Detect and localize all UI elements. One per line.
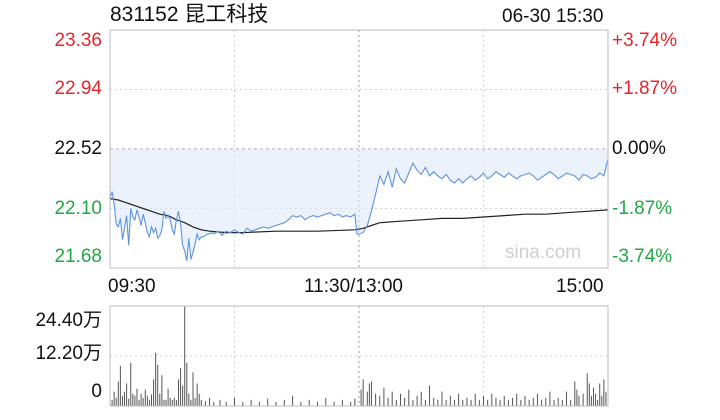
y-tick-left-0: 23.36 xyxy=(54,30,102,51)
watermark: sina.com xyxy=(505,242,582,263)
y-tick-right-3: -1.87% xyxy=(612,198,673,219)
stock-code-name: 831152 昆工科技 xyxy=(110,3,269,26)
y-tick-left-3: 22.10 xyxy=(54,198,102,219)
x-tick-midday: 11:30/13:00 xyxy=(304,276,403,297)
y-tick-left-2: 22.52 xyxy=(54,138,102,159)
y-tick-right-1: +1.87% xyxy=(612,78,677,99)
y-tick-left-1: 22.94 xyxy=(54,78,102,99)
price-frame xyxy=(109,29,609,269)
x-tick-open: 09:30 xyxy=(108,276,156,297)
volume-tick-mid: 12.20万 xyxy=(35,343,102,364)
volume-frame xyxy=(109,305,609,407)
y-tick-right-2: 0.00% xyxy=(612,138,666,159)
datetime-label: 06-30 15:30 xyxy=(502,6,604,27)
chart-frame xyxy=(109,29,609,407)
average-price-line xyxy=(109,198,609,234)
volume-tick-max: 24.40万 xyxy=(35,310,102,331)
volume-tick-zero: 0 xyxy=(91,381,102,402)
y-tick-right-4: -3.74% xyxy=(612,246,673,267)
price-area-fill xyxy=(110,149,608,261)
price-line xyxy=(109,158,609,262)
y-tick-right-0: +3.74% xyxy=(612,30,677,51)
y-tick-left-4: 21.68 xyxy=(54,246,102,267)
x-tick-close: 15:00 xyxy=(556,276,604,297)
